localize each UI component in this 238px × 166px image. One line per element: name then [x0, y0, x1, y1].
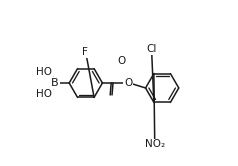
Text: O: O: [117, 56, 126, 66]
Text: B: B: [51, 78, 59, 88]
Text: HO: HO: [36, 67, 52, 77]
Text: F: F: [82, 47, 88, 57]
Text: NO₂: NO₂: [145, 139, 165, 149]
Text: Cl: Cl: [146, 44, 157, 54]
Text: O: O: [124, 78, 132, 88]
Text: HO: HO: [36, 89, 52, 99]
